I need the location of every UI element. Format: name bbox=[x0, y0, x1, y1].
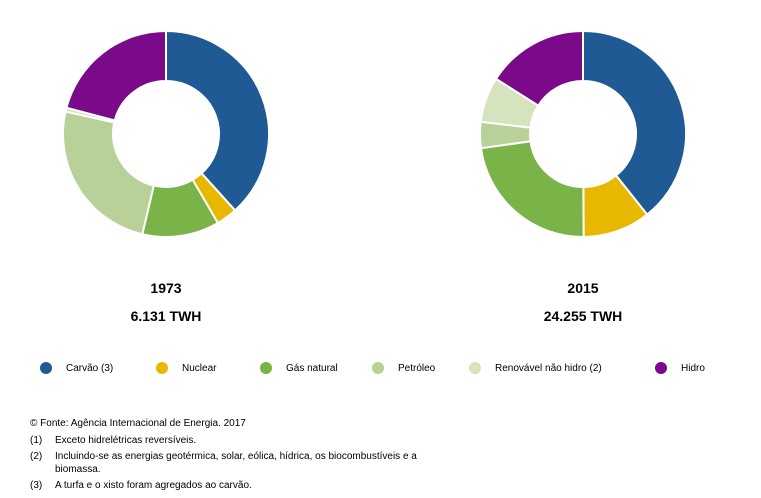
legend-item-nuclear: Nuclear bbox=[156, 362, 216, 374]
legend-swatch bbox=[372, 362, 384, 374]
footnote-text: Incluindo-se as energias geotérmica, sol… bbox=[55, 451, 417, 475]
legend-swatch bbox=[469, 362, 481, 374]
legend-item-hidro: Hidro bbox=[655, 362, 705, 374]
legend-item-carvao: Carvão (3) bbox=[40, 362, 113, 374]
legend-swatch bbox=[655, 362, 667, 374]
legend-label: Renovável não hidro (2) bbox=[495, 362, 602, 374]
footnote-number: (3) bbox=[30, 480, 43, 491]
chart-1-subtitle: 6.131 TWH bbox=[130, 308, 202, 324]
chart-2-title: 2015 bbox=[567, 280, 599, 296]
donut-charts bbox=[62, 29, 687, 239]
legend-swatch bbox=[260, 362, 272, 374]
chart-1-slice-5 bbox=[65, 29, 167, 122]
footnote: (1) Exceto hidrelétricas reversíveis. bbox=[30, 434, 450, 447]
footnote: (2) Incluindo-se as energias geotérmica,… bbox=[30, 450, 450, 476]
chart-1-slice-0 bbox=[165, 29, 270, 212]
footnote: (3) A turfa e o xisto foram agregados ao … bbox=[30, 479, 450, 492]
legend-label: Nuclear bbox=[182, 362, 217, 374]
chart-2-slice-0 bbox=[582, 29, 687, 216]
legend-label: Carvão (3) bbox=[66, 362, 114, 374]
chart-1-slice-3 bbox=[62, 110, 155, 236]
legend-item-petroleo: Petróleo bbox=[372, 362, 435, 374]
legend: Carvão (3) Nuclear Gás natural Petróleo … bbox=[0, 362, 761, 382]
chart-2-subtitle: 24.255 TWH bbox=[543, 308, 623, 324]
chart-2-slice-5 bbox=[494, 29, 584, 107]
chart-2-slice-2 bbox=[479, 140, 585, 238]
legend-swatch bbox=[40, 362, 52, 374]
legend-label: Hidro bbox=[681, 362, 705, 374]
footnotes: © Fonte: Agência Internacional de Energi… bbox=[30, 417, 450, 495]
footnote-number: (1) bbox=[30, 435, 43, 446]
legend-item-gas: Gás natural bbox=[260, 362, 338, 374]
legend-label: Gás natural bbox=[286, 362, 338, 374]
footnote-text: A turfa e o xisto foram agregados ao car… bbox=[55, 480, 252, 491]
legend-swatch bbox=[156, 362, 168, 374]
chart-1-title: 1973 bbox=[150, 280, 182, 296]
legend-label: Petróleo bbox=[398, 362, 436, 374]
footnote-number: (2) bbox=[30, 451, 43, 462]
source-text: © Fonte: Agência Internacional de Energi… bbox=[30, 418, 246, 429]
footnote-text: Exceto hidrelétricas reversíveis. bbox=[55, 435, 197, 446]
legend-item-renovavel: Renovável não hidro (2) bbox=[469, 362, 602, 374]
